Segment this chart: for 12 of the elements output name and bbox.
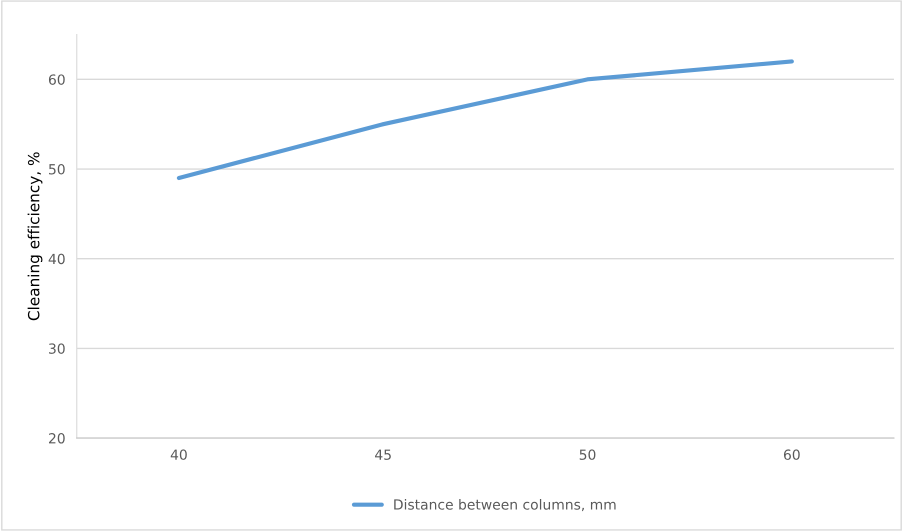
legend-label: Distance between columns, mm bbox=[394, 499, 616, 512]
x-tick-label: 60 bbox=[784, 449, 800, 460]
y-tick-label: 60 bbox=[48, 74, 65, 85]
y-tick-label: 50 bbox=[49, 164, 65, 175]
x-tick-label: 50 bbox=[580, 449, 596, 460]
y-tick-label: 20 bbox=[48, 433, 65, 444]
y-tick-label: 30 bbox=[49, 343, 65, 354]
y-tick-label: 40 bbox=[48, 254, 65, 264]
y-axis-title: Cleaning efficiency, % bbox=[28, 152, 42, 320]
x-tick-label: 45 bbox=[375, 450, 391, 460]
line-series bbox=[176, 59, 794, 180]
x-tick-label: 40 bbox=[170, 449, 187, 460]
